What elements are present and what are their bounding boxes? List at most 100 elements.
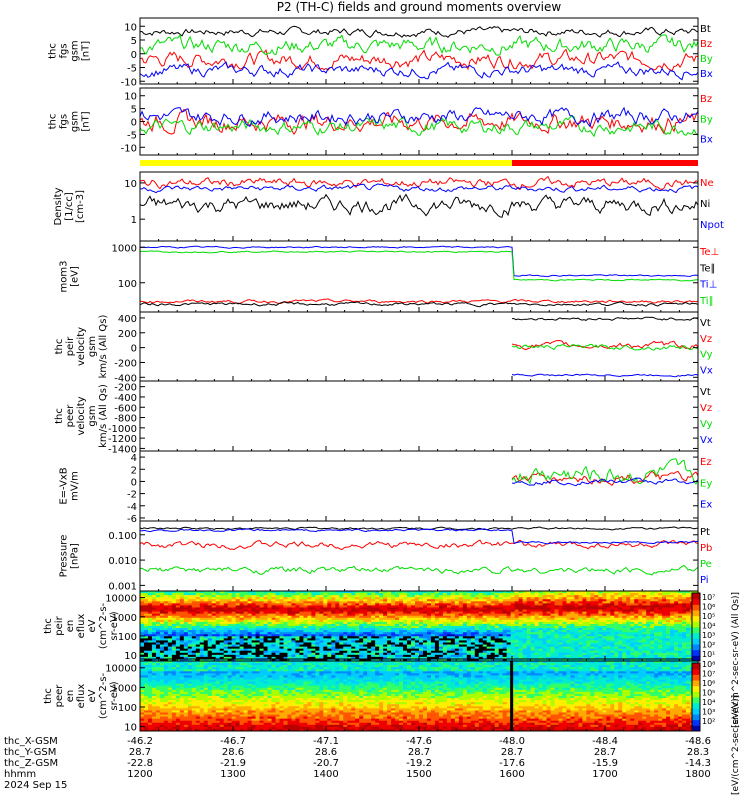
spectrogram-cell bbox=[155, 599, 161, 602]
spectrogram-cell bbox=[407, 623, 412, 627]
spectrogram-cell bbox=[271, 593, 276, 596]
spectrogram-cell bbox=[275, 607, 280, 610]
spectrogram-cell bbox=[482, 626, 488, 629]
spectrogram-cell bbox=[426, 605, 432, 608]
spectrogram-cell bbox=[215, 597, 221, 600]
spectrogram-cell bbox=[319, 603, 324, 606]
spectrogram-cell bbox=[442, 613, 448, 617]
spectrogram-cell bbox=[646, 609, 651, 612]
spectrogram-cell bbox=[538, 615, 543, 619]
spectrogram-cell bbox=[670, 611, 675, 615]
spectrogram-cell bbox=[598, 603, 603, 606]
spectrogram-cell bbox=[642, 634, 647, 637]
spectrogram-cell bbox=[518, 601, 524, 604]
spectrogram-cell bbox=[219, 632, 225, 635]
spectrogram-cell bbox=[498, 595, 504, 598]
spectrogram-cell bbox=[391, 646, 396, 650]
spectrogram-cell bbox=[494, 613, 500, 617]
spectrogram-cell bbox=[562, 626, 567, 629]
spectrogram-cell bbox=[403, 599, 408, 602]
spectrogram-cell bbox=[291, 619, 296, 623]
spectrogram-cell bbox=[670, 607, 675, 610]
spectrogram-cell bbox=[554, 638, 559, 641]
spectrogram-cell bbox=[291, 599, 296, 602]
spectrogram-cell bbox=[215, 636, 221, 639]
spectrogram-cell bbox=[626, 644, 631, 647]
spectrogram-cell bbox=[546, 654, 551, 658]
spectrogram-cell bbox=[351, 623, 356, 627]
spectrogram-cell bbox=[582, 615, 587, 619]
spectrogram-cell bbox=[359, 634, 364, 637]
spectrogram-cell bbox=[195, 621, 201, 625]
spectrogram-cell bbox=[311, 615, 316, 619]
spectrogram-cell bbox=[426, 632, 432, 635]
spectrogram-cell bbox=[415, 650, 420, 654]
spectrogram-cell bbox=[466, 636, 472, 639]
spectrogram-cell bbox=[650, 656, 655, 660]
spectrogram-cell bbox=[183, 638, 189, 641]
spectrogram-cell bbox=[506, 632, 512, 635]
spectrogram-cell bbox=[359, 591, 364, 594]
spectrogram-cell bbox=[219, 656, 225, 660]
spectrogram-cell bbox=[634, 611, 639, 615]
spectrogram-cell bbox=[478, 634, 484, 637]
spectrogram-cell bbox=[486, 601, 492, 604]
spectrogram-cell bbox=[514, 640, 520, 643]
spectrogram-cell bbox=[343, 615, 348, 619]
spectrogram-cell bbox=[654, 617, 659, 621]
spectrogram-cell bbox=[434, 613, 440, 617]
spectrogram-cell bbox=[426, 628, 432, 631]
spectrogram-cell bbox=[147, 656, 153, 660]
spectrogram-cell bbox=[526, 617, 531, 621]
spectrogram-cell bbox=[438, 648, 444, 652]
spectrogram-cell bbox=[211, 615, 217, 619]
spectrogram-cell bbox=[183, 628, 189, 631]
spectrogram-cell bbox=[422, 648, 428, 652]
spectrogram-cell bbox=[514, 613, 520, 617]
spectrogram-cell bbox=[343, 634, 348, 637]
spectrogram-cell bbox=[199, 605, 205, 608]
spectrogram-cell bbox=[614, 658, 619, 662]
spectrogram-cell bbox=[203, 652, 209, 656]
spectrogram-cell bbox=[183, 642, 189, 645]
spectrogram-cell bbox=[351, 634, 356, 637]
spectrogram-cell bbox=[590, 611, 595, 615]
spectrogram-cell bbox=[171, 611, 177, 615]
spectrogram-cell bbox=[610, 648, 615, 652]
spectrogram-cell bbox=[187, 642, 193, 645]
spectrogram-cell bbox=[442, 617, 448, 621]
spectrogram-cell bbox=[315, 638, 320, 641]
spectrogram-cell bbox=[399, 638, 404, 641]
spectrogram-cell bbox=[363, 611, 368, 615]
spectrogram-cell bbox=[387, 652, 392, 656]
spectrogram-cell bbox=[195, 619, 201, 623]
spectrogram-cell bbox=[466, 615, 472, 619]
spectrogram-cell bbox=[235, 591, 241, 594]
spectrogram-cell bbox=[355, 658, 360, 662]
spectrogram-cell bbox=[419, 597, 424, 600]
spectrogram-cell bbox=[327, 628, 332, 631]
spectrogram-cell bbox=[359, 619, 364, 623]
spectrogram-cell bbox=[438, 628, 444, 631]
spectrogram-cell bbox=[343, 640, 348, 643]
spectrogram-cell bbox=[275, 619, 280, 623]
spectrogram-cell bbox=[143, 599, 149, 602]
spectrogram-cell bbox=[574, 636, 579, 639]
spectrogram-cell bbox=[466, 603, 472, 606]
spectrogram-cell bbox=[219, 650, 225, 654]
spectrogram-cell bbox=[259, 648, 264, 652]
spectrogram-cell bbox=[259, 640, 264, 643]
spectrogram-cell bbox=[379, 644, 384, 647]
spectrogram-cell bbox=[602, 650, 607, 654]
spectrogram-cell bbox=[363, 595, 368, 598]
spectrogram-cell bbox=[140, 654, 145, 658]
spectrogram-cell bbox=[179, 619, 185, 623]
spectrogram-cell bbox=[339, 605, 344, 608]
spectrogram-cell bbox=[590, 615, 595, 619]
spectrogram-cell bbox=[343, 605, 348, 608]
spectrogram-cell bbox=[450, 628, 456, 631]
spectrogram-cell bbox=[602, 634, 607, 637]
spectrogram-cell bbox=[367, 638, 372, 641]
spectrogram-cell bbox=[510, 632, 516, 635]
spectrogram-cell bbox=[283, 646, 288, 650]
